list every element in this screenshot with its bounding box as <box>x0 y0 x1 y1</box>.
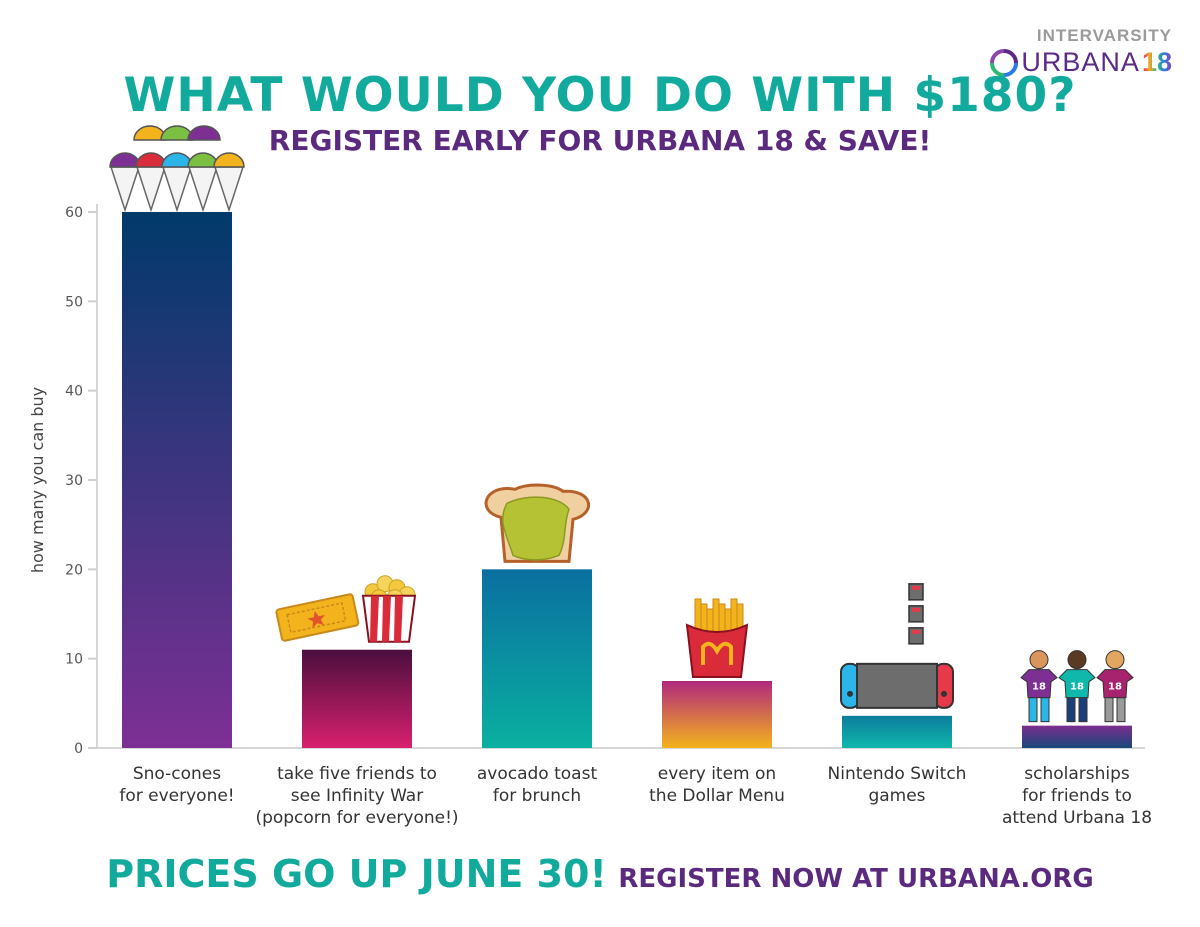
chart-subtitle: REGISTER EARLY FOR URBANA 18 & SAVE! <box>268 124 932 157</box>
footer-banner: PRICES GO UP JUNE 30! REGISTER NOW AT UR… <box>0 852 1200 896</box>
y-tick-label: 40 <box>65 384 83 400</box>
x-tick-label: Sno-cones <box>133 764 221 784</box>
logo-intervarsity-text: INTERVARSITY <box>1036 26 1172 45</box>
y-tick-label: 50 <box>65 294 83 310</box>
y-axis-label: how many you can buy <box>28 387 47 573</box>
logo-mark-icon <box>990 48 1019 77</box>
x-tick-label: take five friends to <box>277 764 437 784</box>
ticket-popcorn-icon <box>275 575 417 643</box>
footer-register-text: REGISTER NOW AT URBANA.ORG <box>618 864 1094 894</box>
svg-text:18: 18 <box>1108 682 1122 693</box>
bar-1 <box>122 212 232 748</box>
x-tick-label: for friends to <box>1022 786 1132 806</box>
urbana-logo: INTERVARSITY URBANA 18 <box>989 26 1172 78</box>
bar-3 <box>482 569 592 748</box>
logo-urbana-text: URBANA <box>1021 47 1140 77</box>
game-console-icon <box>840 583 954 709</box>
x-tick-label: avocado toast <box>477 764 598 784</box>
footer-deadline-text: PRICES GO UP JUNE 30! <box>106 852 607 896</box>
fries-icon <box>685 598 749 678</box>
logo-number-text: 18 <box>1141 47 1172 77</box>
bar-5 <box>842 715 952 748</box>
bar-6 <box>1022 725 1132 748</box>
chart-title: WHAT WOULD YOU DO WITH $180? <box>123 68 1077 123</box>
x-tick-label: see Infinity War <box>291 786 423 806</box>
y-tick-label: 0 <box>74 741 83 757</box>
x-tick-label: scholarships <box>1024 764 1130 784</box>
y-tick-label: 20 <box>65 562 83 578</box>
x-tick-label: attend Urbana 18 <box>1002 808 1152 828</box>
toast-icon <box>484 483 591 563</box>
svg-text:18: 18 <box>1032 682 1046 693</box>
x-tick-label: for everyone! <box>119 786 234 806</box>
x-tick-label: games <box>868 786 925 806</box>
logo-urbana-row: URBANA 18 <box>989 47 1172 78</box>
bar-chart: 0 10 20 30 40 50 60 how many you can buy Sno-con… <box>28 125 1152 828</box>
y-tick-label: 30 <box>65 473 83 489</box>
x-tick-label: Nintendo Switch <box>828 764 967 784</box>
students-icon: 18 18 18 <box>1020 650 1134 723</box>
y-tick-label: 60 <box>65 205 83 221</box>
y-tick-label: 10 <box>65 652 83 668</box>
x-tick-label: every item on <box>658 764 776 784</box>
bar-2 <box>302 649 412 748</box>
x-tick-label: for brunch <box>493 786 581 806</box>
x-tick-label: the Dollar Menu <box>649 786 785 806</box>
svg-text:18: 18 <box>1070 682 1084 693</box>
x-tick-label: (popcorn for everyone!) <box>255 808 458 828</box>
bar-4 <box>662 681 772 748</box>
snocone-icon <box>109 125 245 213</box>
